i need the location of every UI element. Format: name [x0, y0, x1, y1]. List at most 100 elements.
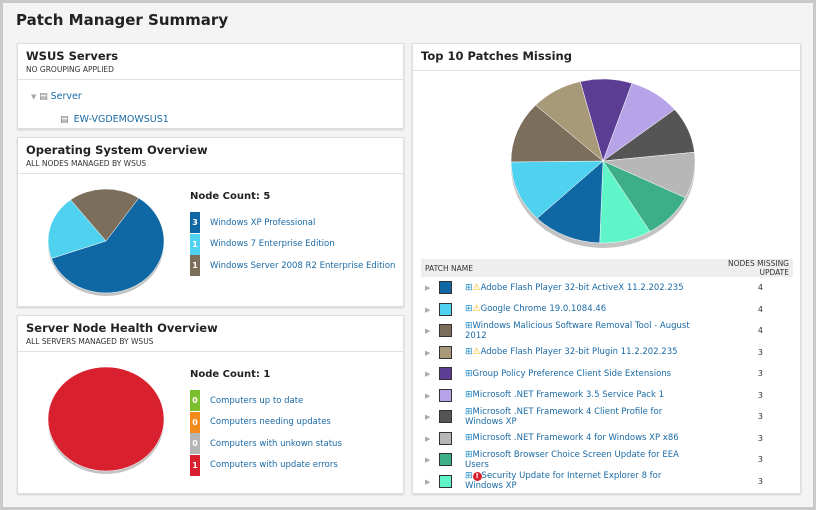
nodes-missing-value: 3 [757, 347, 763, 357]
legend-link[interactable]: Computers with unkown status [210, 438, 342, 449]
legend-item: 0 Computers with unkown status [190, 433, 342, 455]
nodes-missing-value: 3 [757, 369, 763, 379]
os-overview-panel: Operating System Overview ALL NODES MANAG… [17, 137, 404, 307]
color-swatch [439, 324, 452, 338]
nodes-missing-value: 3 [757, 390, 763, 400]
count-badge: 0 [190, 390, 200, 412]
expand-triangle-icon[interactable]: ▶ [425, 477, 431, 486]
patch-icon: ⊞ [465, 406, 473, 417]
warning-icon: ⚠ [472, 347, 481, 358]
table-row[interactable]: ▶ ⊞Microsoft .NET Framework 3.5 Service P… [421, 385, 793, 407]
warning-icon: ⚠ [472, 282, 481, 293]
table-row[interactable]: ▶ ⊞! Security Update for Internet Explorer… [421, 471, 793, 493]
patch-link[interactable]: Group Policy Preference Client Side Exte… [472, 368, 672, 379]
expand-triangle-icon[interactable]: ▶ [425, 284, 431, 293]
os-slice-1 [47, 199, 107, 259]
patch-slice-2 [510, 104, 604, 163]
legend-link[interactable]: Computers up to date [210, 395, 304, 406]
server-health-panel: Server Node Health Overview ALL SERVERS M… [17, 315, 404, 494]
panel-title: WSUS Servers [26, 49, 119, 63]
legend-item: 3 Windows XP Professional [190, 212, 395, 234]
nodes-missing-value: 3 [757, 476, 763, 486]
error-icon: ! [472, 472, 482, 482]
collapse-triangle-icon[interactable]: ▼ [31, 93, 37, 101]
patch-link[interactable]: Microsoft .NET Framework 4 for Windows X… [472, 433, 679, 444]
table-row[interactable]: ▶ ⊞Microsoft .NET Framework 4 for Windows… [421, 428, 793, 450]
patch-slice-1 [510, 160, 604, 219]
table-row[interactable]: ▶ ⊞⚠Adobe Flash Player 32-bit ActiveX 11.… [421, 277, 793, 299]
table-row[interactable]: ▶ ⊞Windows Malicious Software Removal Too… [421, 320, 793, 342]
page-title: Patch Manager Summary [16, 11, 229, 29]
panel-subtitle: NO GROUPING APPLIED [26, 65, 114, 74]
patch-icon: ⊞ [465, 471, 473, 482]
legend-item: 1 Windows Server 2008 R2 Enterprise Editi… [190, 255, 395, 277]
color-swatch [439, 474, 452, 488]
server-link[interactable]: EW-VGDEMOWSUS1 [73, 114, 169, 125]
top-patches-panel: Top 10 Patches Missing PATCH NAME NODES M… [412, 43, 801, 494]
health-pie-chart [47, 366, 165, 474]
legend-item: 1 Windows 7 Enterprise Edition [190, 233, 395, 256]
table-row[interactable]: ▶ ⊞Microsoft .NET Framework 4 Client Prof… [421, 406, 793, 428]
nodes-missing-value: 3 [757, 455, 763, 465]
patch-link[interactable]: Microsoft .NET Framework 3.5 Service Pac… [472, 390, 665, 401]
color-swatch [439, 388, 452, 402]
color-swatch [439, 281, 452, 295]
expand-triangle-icon[interactable]: ▶ [425, 305, 431, 314]
node-count: Node Count: 5 [190, 191, 271, 202]
legend-item: 1 Computers with update errors [190, 454, 342, 477]
patch-icon: ⊞ [465, 390, 473, 401]
panel-title: Top 10 Patches Missing [421, 49, 572, 63]
legend-link[interactable]: Computers needing updates [210, 417, 331, 428]
os-slice-2 [70, 188, 140, 242]
legend-link[interactable]: Windows 7 Enterprise Edition [210, 239, 335, 250]
legend-link[interactable]: Windows Server 2008 R2 Enterprise Editio… [210, 260, 396, 271]
count-badge: 0 [190, 411, 200, 433]
expand-triangle-icon[interactable]: ▶ [425, 327, 431, 336]
patch-slice-3 [535, 81, 604, 162]
count-badge: 1 [190, 233, 200, 255]
expand-triangle-icon[interactable]: ▶ [425, 434, 431, 443]
expand-triangle-icon[interactable]: ▶ [425, 391, 431, 400]
patch-link[interactable]: Adobe Flash Player 32-bit Plugin 11.2.20… [480, 347, 678, 358]
legend-link[interactable]: Computers with update errors [210, 460, 338, 471]
table-row[interactable]: ▶ ⊞Microsoft Browser Choice Screen Update… [421, 449, 793, 471]
table-row[interactable]: ▶ ⊞Group Policy Preference Client Side Ex… [421, 363, 793, 385]
os-slice-0 [51, 197, 165, 294]
patch-link[interactable]: Microsoft .NET Framework 4 Client Profil… [465, 406, 663, 427]
color-swatch [439, 302, 452, 316]
expand-triangle-icon[interactable]: ▶ [425, 348, 431, 357]
patches-table: PATCH NAME NODES MISSING UPDATE ▶ ⊞⚠Adobe … [421, 259, 793, 492]
server-icon: ▤ [39, 92, 48, 102]
panel-subtitle: ALL NODES MANAGED BY WSUS [26, 159, 147, 168]
patch-icon: ⊞ [465, 282, 473, 293]
col-nodes-missing: NODES MISSING UPDATE [698, 259, 793, 277]
count-badge: 1 [190, 454, 200, 476]
server-group-link[interactable]: Server [50, 91, 82, 102]
color-swatch [439, 367, 452, 381]
node-count: Node Count: 1 [190, 369, 271, 380]
count-badge: 0 [190, 433, 200, 455]
nodes-missing-value: 3 [757, 412, 763, 422]
patch-link[interactable]: Security Update for Internet Explorer 8 … [465, 471, 662, 492]
health-legend: Node Count: 1 0 Computers up to date 0 Comp… [190, 369, 342, 476]
patch-link[interactable]: Adobe Flash Player 32-bit ActiveX 11.2.2… [480, 282, 684, 293]
expand-triangle-icon[interactable]: ▶ [425, 413, 431, 422]
legend-link[interactable]: Windows XP Professional [210, 217, 316, 228]
os-legend: Node Count: 5 3 Windows XP Professional 1 W… [190, 191, 395, 277]
patch-link[interactable]: Google Chrome 19.0.1084.46 [480, 304, 607, 315]
patch-icon: ⊞ [465, 304, 473, 315]
col-patch-name: PATCH NAME [421, 259, 699, 277]
server-icon: ▤ [60, 115, 69, 125]
table-row[interactable]: ▶ ⊞⚠Google Chrome 19.0.1084.46 4 [421, 299, 793, 321]
expand-triangle-icon[interactable]: ▶ [425, 370, 431, 379]
patch-slice-0 [536, 160, 604, 244]
expand-triangle-icon[interactable]: ▶ [425, 456, 431, 465]
color-swatch [439, 410, 452, 424]
nodes-missing-value: 4 [757, 283, 763, 293]
count-badge: 1 [190, 255, 200, 277]
patch-link[interactable]: Microsoft Browser Choice Screen Update f… [465, 449, 679, 470]
legend-item: 0 Computers needing updates [190, 411, 342, 434]
patch-link[interactable]: Windows Malicious Software Removal Tool … [465, 320, 690, 341]
table-row[interactable]: ▶ ⊞⚠Adobe Flash Player 32-bit Plugin 11.2… [421, 342, 793, 364]
patches-pie-chart [510, 78, 696, 248]
